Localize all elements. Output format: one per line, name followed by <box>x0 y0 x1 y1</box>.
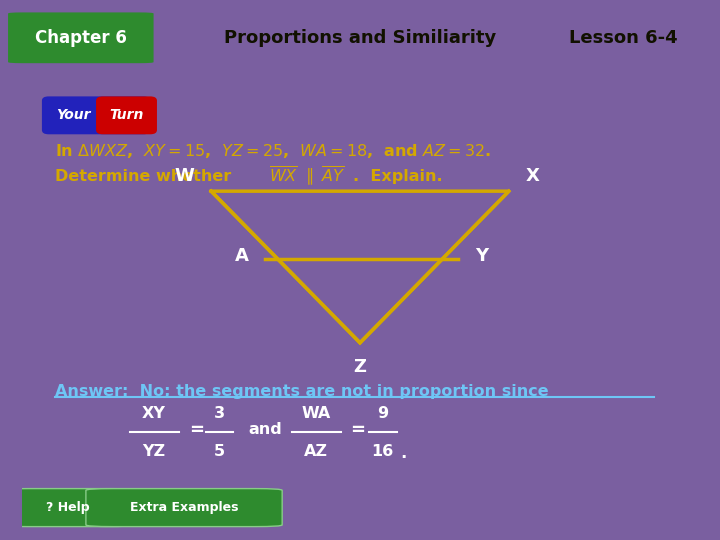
Text: $\overline{AY}$: $\overline{AY}$ <box>321 166 346 186</box>
Text: Lesson 6-4: Lesson 6-4 <box>570 29 678 47</box>
Text: and: and <box>248 422 282 437</box>
Text: $\parallel$: $\parallel$ <box>302 166 314 187</box>
Text: =: = <box>189 421 204 439</box>
Text: .: . <box>400 444 407 462</box>
Text: X: X <box>526 167 540 185</box>
FancyBboxPatch shape <box>96 97 157 134</box>
Text: Answer:  No; the segments are not in proportion since: Answer: No; the segments are not in prop… <box>55 384 549 399</box>
Text: A: A <box>235 247 248 266</box>
Text: AZ: AZ <box>304 444 328 459</box>
FancyBboxPatch shape <box>86 489 282 526</box>
Text: XY: XY <box>142 406 166 421</box>
Text: Chapter 6: Chapter 6 <box>35 29 127 47</box>
Text: =: = <box>351 421 366 439</box>
Text: ? Help: ? Help <box>46 501 89 514</box>
Text: 16: 16 <box>372 444 393 459</box>
FancyBboxPatch shape <box>42 97 150 134</box>
Text: Z: Z <box>354 357 366 375</box>
Text: $\overline{WX}$: $\overline{WX}$ <box>269 166 297 186</box>
Text: In $\Delta WXZ$,  $XY = 15$,  $YZ = 25$,  $WA = 18$,  and $AZ = 32$.: In $\Delta WXZ$, $XY = 15$, $YZ = 25$, $… <box>55 142 492 160</box>
Text: YZ: YZ <box>142 444 165 459</box>
Text: 3: 3 <box>214 406 225 421</box>
Text: Y: Y <box>475 247 488 266</box>
Text: .  Explain.: . Explain. <box>354 169 443 184</box>
FancyBboxPatch shape <box>1 489 133 526</box>
Text: Turn: Turn <box>109 109 144 123</box>
Text: WA: WA <box>302 406 330 421</box>
Text: Extra Examples: Extra Examples <box>130 501 238 514</box>
Text: Your: Your <box>56 109 91 123</box>
Text: Determine whether: Determine whether <box>55 169 238 184</box>
Text: 9: 9 <box>377 406 388 421</box>
Text: Proportions and Similiarity: Proportions and Similiarity <box>224 29 496 47</box>
Text: 5: 5 <box>214 444 225 459</box>
Text: W: W <box>174 167 194 185</box>
FancyBboxPatch shape <box>8 12 153 63</box>
